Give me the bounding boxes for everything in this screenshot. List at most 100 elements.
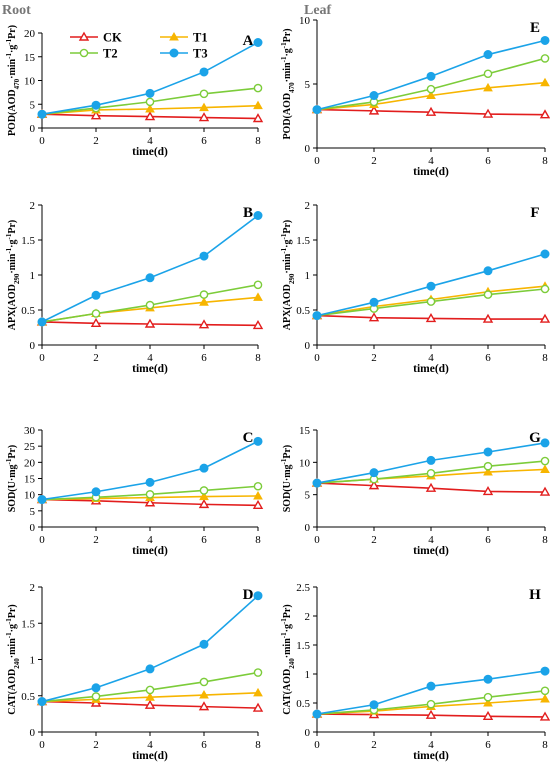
x-axis-label: time(d) bbox=[132, 545, 168, 557]
y-axis-label-part: ·g bbox=[282, 48, 293, 56]
legend-label: T3 bbox=[193, 47, 208, 61]
x-tick-label: 8 bbox=[542, 534, 548, 546]
data-point-T2 bbox=[541, 55, 548, 62]
legend-item-T1: T1 bbox=[160, 31, 208, 45]
y-axis-label-part: SOD(U·mg bbox=[7, 464, 18, 512]
data-point-T3 bbox=[92, 101, 100, 109]
panel-label: H bbox=[529, 587, 541, 603]
data-point-T3 bbox=[92, 488, 100, 496]
x-tick-label: 6 bbox=[201, 534, 207, 546]
y-tick-label: 10 bbox=[299, 15, 311, 27]
legend-marker-T2 bbox=[80, 49, 87, 56]
data-point-T3 bbox=[92, 291, 100, 299]
series-CK bbox=[38, 318, 262, 329]
data-point-T3 bbox=[254, 39, 262, 47]
y-axis-label-part: Pr) bbox=[7, 25, 18, 39]
y-axis-label-part: Pr) bbox=[282, 445, 293, 459]
legend: CK T1 T2 T3 bbox=[70, 31, 208, 61]
data-point-T2 bbox=[146, 491, 153, 498]
x-tick-label: 6 bbox=[485, 739, 491, 751]
data-point-T3 bbox=[541, 667, 549, 675]
data-point-T3 bbox=[200, 68, 208, 76]
data-point-T2 bbox=[146, 686, 153, 693]
x-tick-label: 8 bbox=[542, 155, 548, 167]
y-axis-label-part: 240 bbox=[288, 658, 296, 669]
y-axis-label-part: APX(AOD bbox=[7, 284, 18, 330]
y-tick-label: 0 bbox=[30, 123, 36, 135]
data-point-T2 bbox=[484, 70, 491, 77]
y-axis-label-part: SOD(U·mg bbox=[282, 464, 293, 512]
data-point-T3 bbox=[370, 469, 378, 477]
y-axis-label: POD(AOD470·min-1·g-1Pr) bbox=[280, 28, 296, 139]
y-axis-label-part: ·g bbox=[7, 624, 18, 632]
x-tick-label: 0 bbox=[39, 352, 45, 364]
y-tick-label: 2 bbox=[30, 582, 36, 594]
data-point-CK bbox=[484, 487, 492, 494]
x-tick-label: 8 bbox=[542, 739, 548, 751]
x-tick-label: 6 bbox=[485, 534, 491, 546]
y-tick-label: 0 bbox=[305, 340, 311, 352]
y-tick-label: 10 bbox=[24, 490, 36, 502]
y-tick-label: 1.5 bbox=[21, 235, 35, 247]
data-point-T2 bbox=[484, 694, 491, 701]
y-tick-label: 15 bbox=[299, 425, 311, 437]
y-tick-label: 2 bbox=[305, 200, 311, 212]
data-point-T2 bbox=[484, 291, 491, 298]
legend-item-T3: T3 bbox=[160, 47, 208, 61]
panels-group: 051015200 2 4 6 8time(d)POD(AOD470·min-1·g-1… bbox=[5, 15, 549, 762]
y-tick-label: 1 bbox=[30, 655, 36, 667]
data-point-T2 bbox=[146, 98, 153, 105]
y-axis-label-part: CAT(AOD bbox=[7, 669, 18, 715]
y-tick-label: 2 bbox=[305, 611, 311, 623]
y-tick-label: 0.5 bbox=[21, 305, 35, 317]
y-axis-label-part: POD(AOD bbox=[7, 89, 18, 136]
x-tick-label: 6 bbox=[485, 155, 491, 167]
series-T2 bbox=[313, 55, 548, 113]
y-axis-label-part: ·g bbox=[7, 45, 18, 53]
y-axis-label: APX(AOD290·min-1·g-1Pr) bbox=[5, 220, 21, 331]
y-axis-label-part: Pr) bbox=[7, 220, 18, 234]
panel-D: 00.511.520 2 4 6 8time(d)CAT(AOD240·min-1·g-… bbox=[5, 582, 262, 762]
data-point-T3 bbox=[254, 592, 262, 600]
data-point-T3 bbox=[38, 698, 46, 706]
data-point-CK bbox=[541, 713, 549, 720]
data-point-T3 bbox=[38, 110, 46, 118]
x-axis-label: time(d) bbox=[132, 363, 168, 375]
y-axis-label-part: ·g bbox=[7, 239, 18, 247]
data-point-T2 bbox=[254, 669, 261, 676]
legend-label: T2 bbox=[103, 47, 118, 61]
y-axis-label: CAT(AOD240·min-1·g-1Pr) bbox=[5, 604, 21, 714]
y-tick-label: 5 bbox=[305, 490, 311, 502]
x-tick-label: 2 bbox=[371, 155, 377, 167]
y-tick-label: 2 bbox=[30, 200, 36, 212]
data-point-CK bbox=[146, 320, 154, 327]
y-tick-label: 1 bbox=[305, 669, 311, 681]
y-axis-label-part: ·min bbox=[282, 62, 293, 82]
y-tick-label: 25 bbox=[24, 441, 36, 453]
x-axis-label: time(d) bbox=[413, 545, 449, 557]
data-point-T3 bbox=[427, 456, 435, 464]
x-tick-label: 2 bbox=[93, 352, 99, 364]
data-point-T3 bbox=[541, 250, 549, 258]
y-tick-label: 1.5 bbox=[21, 618, 35, 630]
y-axis-label-part: 470 bbox=[288, 82, 296, 93]
y-tick-label: 20 bbox=[24, 457, 36, 469]
y-tick-label: 1 bbox=[305, 270, 311, 282]
y-axis-label: SOD(U·mg-1Pr) bbox=[5, 445, 18, 513]
data-point-T3 bbox=[313, 312, 321, 320]
y-tick-label: 1.5 bbox=[296, 640, 310, 652]
x-axis-label: time(d) bbox=[132, 750, 168, 762]
data-point-T2 bbox=[254, 483, 261, 490]
panel-H: 00.511.522.50 2 4 6 8time(d)CAT(AOD240·min-1… bbox=[280, 582, 549, 762]
y-axis-label-part: Pr) bbox=[282, 28, 293, 42]
legend-marker-T3 bbox=[170, 49, 178, 57]
series-T3 bbox=[313, 439, 549, 487]
panel-F: 00.511.520 2 4 6 8time(d)APX(AOD290·min-1·g-… bbox=[280, 200, 549, 375]
y-axis-label-part: ·min bbox=[282, 253, 293, 273]
data-point-T2 bbox=[200, 90, 207, 97]
y-axis-label-part: POD(AOD bbox=[282, 93, 293, 140]
y-axis-label-part: ·min bbox=[7, 253, 18, 273]
data-point-CK bbox=[254, 501, 262, 508]
x-tick-label: 6 bbox=[485, 352, 491, 364]
